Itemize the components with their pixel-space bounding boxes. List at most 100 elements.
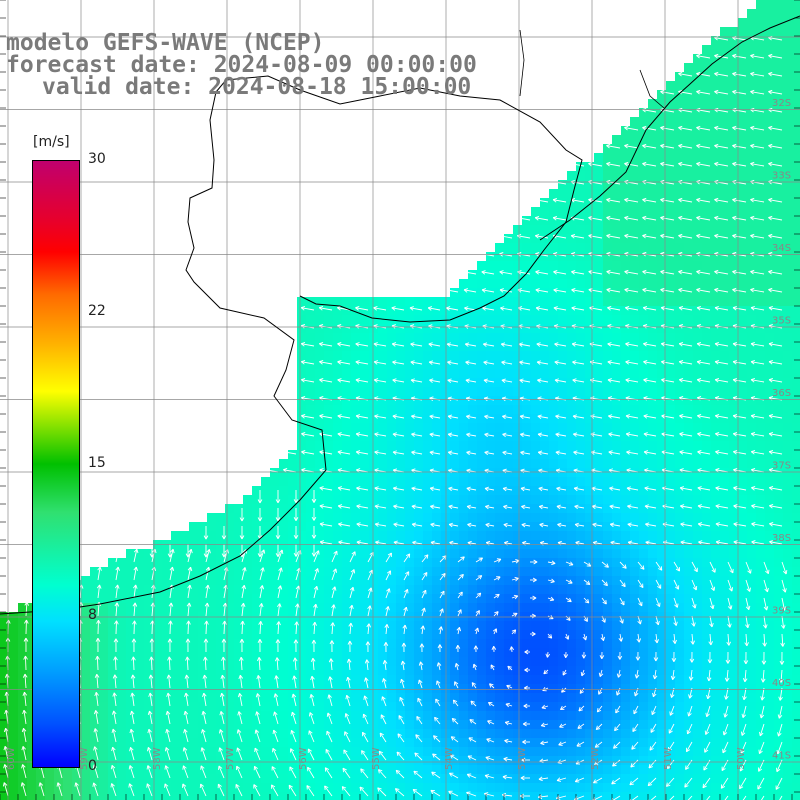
wind-speed-cell — [360, 711, 370, 721]
wind-speed-cell — [288, 567, 298, 577]
wind-speed-cell — [594, 396, 604, 406]
wind-speed-cell — [36, 783, 46, 793]
wind-speed-cell — [198, 585, 208, 595]
wind-speed-cell — [477, 594, 487, 604]
wind-speed-cell — [711, 180, 721, 190]
wind-speed-cell — [675, 531, 685, 541]
wind-speed-cell — [783, 297, 793, 307]
wind-speed-cell — [621, 549, 631, 559]
wind-speed-cell — [486, 396, 496, 406]
wind-speed-cell — [153, 675, 163, 685]
wind-speed-cell — [477, 351, 487, 361]
wind-speed-cell — [711, 684, 721, 694]
wind-speed-cell — [414, 576, 424, 586]
wind-speed-cell — [684, 216, 694, 226]
wind-speed-cell — [495, 729, 505, 739]
wind-speed-cell — [342, 702, 352, 712]
wind-speed-cell — [459, 333, 469, 343]
wind-speed-cell — [522, 693, 532, 703]
wind-speed-cell — [567, 477, 577, 487]
wind-speed-cell — [135, 594, 145, 604]
wind-speed-cell — [774, 45, 784, 55]
wind-speed-cell — [378, 567, 388, 577]
wind-speed-cell — [333, 504, 343, 514]
wind-speed-cell — [423, 315, 433, 325]
wind-speed-cell — [387, 468, 397, 478]
wind-speed-cell — [99, 585, 109, 595]
wind-speed-cell — [504, 765, 514, 775]
wind-speed-cell — [675, 216, 685, 226]
wind-speed-cell — [603, 252, 613, 262]
wind-speed-cell — [738, 252, 748, 262]
wind-speed-cell — [576, 603, 586, 613]
wind-speed-cell — [630, 720, 640, 730]
wind-arrow — [553, 288, 567, 293]
wind-speed-cell — [585, 639, 595, 649]
wind-speed-cell — [405, 666, 415, 676]
wind-speed-cell — [765, 351, 775, 361]
wind-speed-cell — [612, 495, 622, 505]
wind-speed-cell — [747, 774, 757, 784]
wind-speed-cell — [405, 432, 415, 442]
wind-speed-cell — [675, 396, 685, 406]
wind-speed-cell — [387, 738, 397, 748]
wind-speed-cell — [126, 585, 136, 595]
wind-speed-cell — [279, 666, 289, 676]
wind-speed-cell — [765, 522, 775, 532]
wind-speed-cell — [729, 315, 739, 325]
wind-speed-cell — [315, 792, 325, 800]
wind-speed-cell — [126, 711, 136, 721]
wind-speed-cell — [315, 324, 325, 334]
wind-speed-cell — [702, 414, 712, 424]
wind-speed-cell — [207, 666, 217, 676]
wind-speed-cell — [486, 333, 496, 343]
wind-speed-cell — [765, 243, 775, 253]
wind-speed-cell — [459, 468, 469, 478]
wind-speed-cell — [783, 765, 793, 775]
wind-speed-cell — [243, 513, 253, 523]
wind-speed-cell — [792, 45, 800, 55]
wind-speed-cell — [603, 441, 613, 451]
wind-speed-cell — [198, 594, 208, 604]
wind-speed-cell — [594, 576, 604, 586]
wind-speed-cell — [0, 693, 10, 703]
wind-speed-cell — [459, 684, 469, 694]
wind-speed-cell — [405, 306, 415, 316]
wind-speed-cell — [432, 342, 442, 352]
wind-speed-cell — [333, 666, 343, 676]
wind-speed-cell — [585, 594, 595, 604]
wind-speed-cell — [0, 648, 10, 658]
wind-speed-cell — [90, 585, 100, 595]
wind-speed-cell — [756, 756, 766, 766]
wind-speed-cell — [414, 747, 424, 757]
wind-speed-cell — [288, 756, 298, 766]
wind-speed-cell — [351, 450, 361, 460]
wind-speed-cell — [711, 711, 721, 721]
wind-speed-cell — [279, 774, 289, 784]
wind-speed-cell — [702, 477, 712, 487]
wind-speed-cell — [693, 135, 703, 145]
wind-speed-cell — [585, 666, 595, 676]
wind-speed-cell — [792, 306, 800, 316]
wind-speed-cell — [702, 513, 712, 523]
wind-speed-cell — [738, 423, 748, 433]
wind-speed-cell — [477, 774, 487, 784]
wind-speed-cell — [540, 747, 550, 757]
wind-speed-cell — [738, 405, 748, 415]
wind-speed-cell — [747, 432, 757, 442]
wind-speed-cell — [612, 306, 622, 316]
wind-arrow — [732, 269, 747, 275]
wind-speed-cell — [612, 252, 622, 262]
wind-speed-cell — [765, 99, 775, 109]
wind-speed-cell — [540, 729, 550, 739]
wind-speed-cell — [684, 171, 694, 181]
wind-speed-cell — [279, 567, 289, 577]
wind-speed-cell — [324, 396, 334, 406]
wind-speed-cell — [792, 90, 800, 100]
wind-speed-cell — [297, 702, 307, 712]
wind-speed-cell — [684, 675, 694, 685]
wind-speed-cell — [567, 783, 577, 793]
wind-speed-cell — [720, 495, 730, 505]
wind-speed-cell — [594, 504, 604, 514]
wind-speed-cell — [558, 369, 568, 379]
